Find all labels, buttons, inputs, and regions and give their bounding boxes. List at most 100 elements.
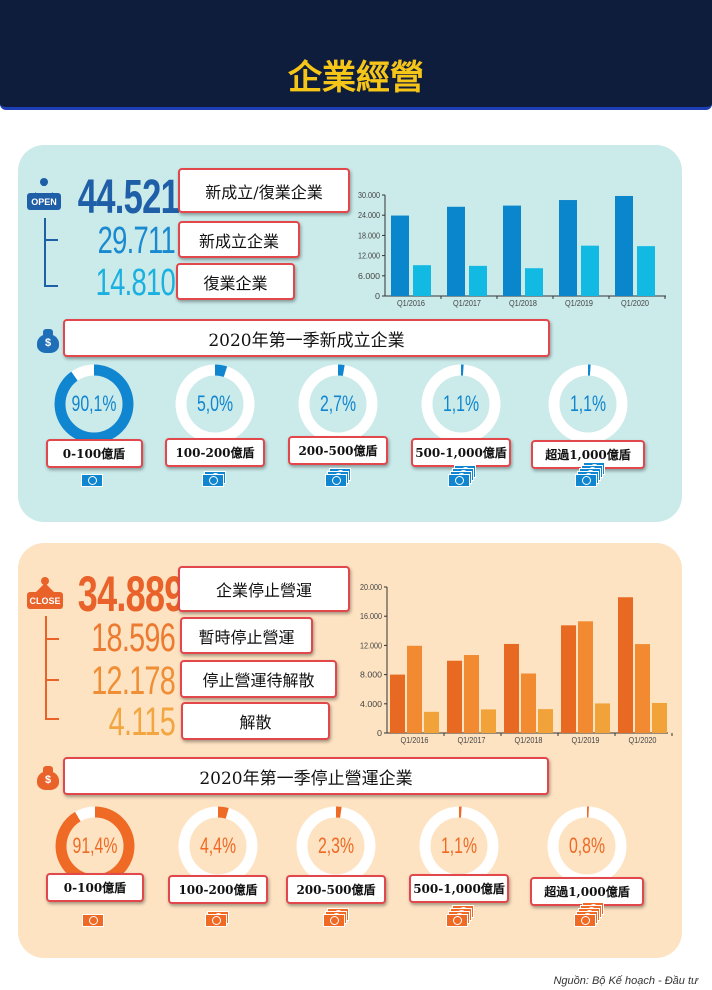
donut-slice [178,806,258,886]
x-tick-label: Q1/2017 [453,299,481,308]
capital-range-label: 100-200億盾 [168,875,268,904]
money-stack-icon [323,898,357,928]
new-business-value: 29.711 [97,220,176,262]
closed-business-bar-chart: 0 4.000 8.000 12.000 16.000 20.000 Q1/2016 Q1/2… [360,583,673,745]
money-stack-icon [448,458,482,488]
tree-connector [45,679,59,681]
money-stack-icon [325,458,359,488]
x-tick-label: Q1/2016 [397,299,425,308]
y-tick-label: 4.000 [360,700,383,709]
donut-percent: 4,4% [199,833,237,858]
y-tick-label: 30.000 [358,191,380,200]
money-stack-icon [205,898,239,928]
open-total-label: 新成立/復業企業 [178,168,350,213]
bar [637,246,655,296]
page-title: 企業經營 [288,58,424,98]
closed-total-label: 企業停止營運 [178,566,350,612]
capital-range-label: 0-100億盾 [46,873,144,902]
closed-total-value: 34.889 [77,566,185,622]
source-note: Nguồn: Bộ Kế hoạch - Đầu tư [553,975,698,987]
bar [481,709,496,733]
money-stack-icon [446,898,480,928]
y-tick-label: 12.000 [358,252,380,261]
x-tick-label: Q1/2016 [401,736,429,745]
capital-range-label: 200-500億盾 [288,436,388,465]
money-stack-icon [82,898,116,928]
bar [615,195,633,296]
pending-dissolution-label: 停止營運待解散 [180,660,337,698]
bar [390,674,405,733]
donut-slice [547,806,627,886]
y-tick-label: 8.000 [360,671,383,680]
capital-range-label: 200-500億盾 [286,875,386,904]
new-business-banner: 2020年第一季新成立企業 [63,319,550,357]
y-tick-label: 20.000 [360,583,382,592]
close-sign-icon: CLOSE [27,577,63,611]
money-stack-icon [574,898,608,928]
money-stack-icon [202,458,236,488]
open-sign-icon: OPEN [27,178,61,212]
tree-connector [44,218,58,287]
donut-percent: 1,1% [569,391,607,416]
bar [447,206,465,296]
x-tick-label: Q1/2020 [629,736,657,745]
tree-connector [44,239,58,241]
pending-dissolution-value: 12.178 [91,659,175,703]
donut-slice [298,364,378,444]
money-bag-icon: $ [37,329,59,353]
tree-connector [45,638,59,640]
bar [391,215,409,296]
donut-slice [421,364,501,444]
y-tick-label: 16.000 [360,612,382,621]
donut-percent: 1,1% [440,833,478,858]
donut-percent: 5,0% [196,391,234,416]
bar [652,702,667,733]
x-tick-label: Q1/2018 [515,736,543,745]
dissolved-value: 4.115 [108,700,176,744]
donut-chart [54,364,134,444]
donut-percent: 2,3% [317,833,355,858]
donut-chart [548,364,628,444]
resumed-business-label: 復業企業 [176,263,295,300]
y-tick-label: 0 [375,292,381,301]
x-tick-label: Q1/2019 [572,736,600,745]
temp-suspended-value: 18.596 [91,616,175,660]
bar [525,268,543,296]
bar [424,711,439,733]
capital-range-label: 100-200億盾 [165,438,265,467]
money-stack-icon [81,458,115,488]
bar [407,645,422,733]
dissolved-label: 解散 [181,702,330,740]
bar [581,245,599,296]
resumed-business-value: 14.810 [95,262,176,304]
x-tick-label: Q1/2019 [565,299,593,308]
bar [503,205,521,296]
y-tick-label: 18.000 [358,231,380,240]
donut-slice [419,806,499,886]
y-tick-label: 24.000 [358,211,380,220]
capital-range-label: 500-1,000億盾 [409,874,509,903]
donut-percent: 91,4% [72,833,118,858]
bar [559,200,577,296]
bar [538,709,553,733]
x-tick-label: Q1/2020 [621,299,649,308]
donut-percent: 1,1% [442,391,480,416]
bar [504,643,519,733]
closed-business-banner: 2020年第一季停止營運企業 [63,757,549,795]
bar [464,655,479,733]
bar [618,597,633,733]
y-tick-label: 12.000 [360,641,382,650]
donut-slice [296,806,376,886]
tree-connector [45,616,59,720]
donut-percent: 90,1% [71,391,117,416]
x-tick-label: Q1/2018 [509,299,537,308]
bar [635,644,650,733]
temp-suspended-label: 暫時停止營運 [180,617,313,654]
y-tick-label: 0 [377,729,383,738]
new-business-bar-chart: 0 6.000 12.000 18.000 24.000 30.000 Q1/2016 Q1/… [358,191,666,308]
bar [578,621,593,733]
money-stack-icon [575,458,609,488]
x-tick-label: Q1/2017 [458,736,486,745]
donut-slice [548,364,628,444]
money-bag-icon: $ [37,766,59,790]
